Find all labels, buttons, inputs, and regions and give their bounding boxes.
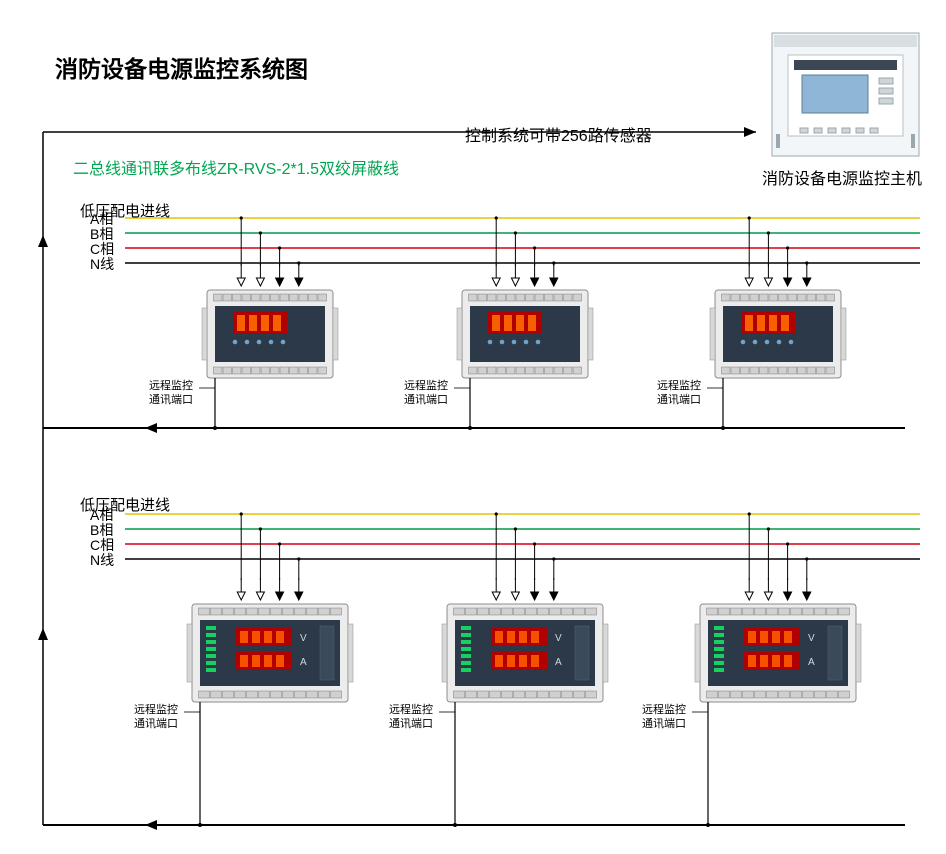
diagram-title: 消防设备电源监控系统图 [55,50,308,84]
port-label-line1: 远程监控 [657,380,701,392]
svg-text:V: V [555,633,562,644]
port-label-line2: 通讯端口 [134,718,178,730]
port-label-line2: 通讯端口 [149,394,193,406]
port-label-line2: 通讯端口 [642,718,686,730]
port-label-line1: 远程监控 [404,380,448,392]
svg-text:V: V [808,633,815,644]
port-label-line2: 通讯端口 [404,394,448,406]
port-label-line1: 远程监控 [134,704,178,716]
port-label-line1: 远程监控 [642,704,686,716]
phase-label: N线 [90,254,114,274]
svg-text:A: A [300,657,307,668]
port-label: 远程监控通讯端口 [404,380,448,408]
port-label: 远程监控通讯端口 [149,380,193,408]
host-panel [772,33,919,156]
port-label: 远程监控通讯端口 [389,704,433,732]
phase-lines [125,514,920,559]
svg-text:A: A [555,657,562,668]
port-label-line2: 通讯端口 [389,718,433,730]
svg-text:A: A [808,657,815,668]
port-label: 远程监控通讯端口 [134,704,178,732]
port-label: 远程监控通讯端口 [657,380,701,408]
port-label: 远程监控通讯端口 [642,704,686,732]
port-label-line2: 通讯端口 [657,394,701,406]
port-label-line1: 远程监控 [149,380,193,392]
host-panel-label: 消防设备电源监控主机 [762,165,922,189]
svg-text:V: V [300,633,307,644]
cable-spec-label: 二总线通讯联多布线ZR-RVS-2*1.5双绞屏蔽线 [73,155,399,179]
phase-label: N线 [90,550,114,570]
sensors-capacity-label: 控制系统可带256路传感器 [465,122,652,146]
phase-lines [125,218,920,263]
port-label-line1: 远程监控 [389,704,433,716]
